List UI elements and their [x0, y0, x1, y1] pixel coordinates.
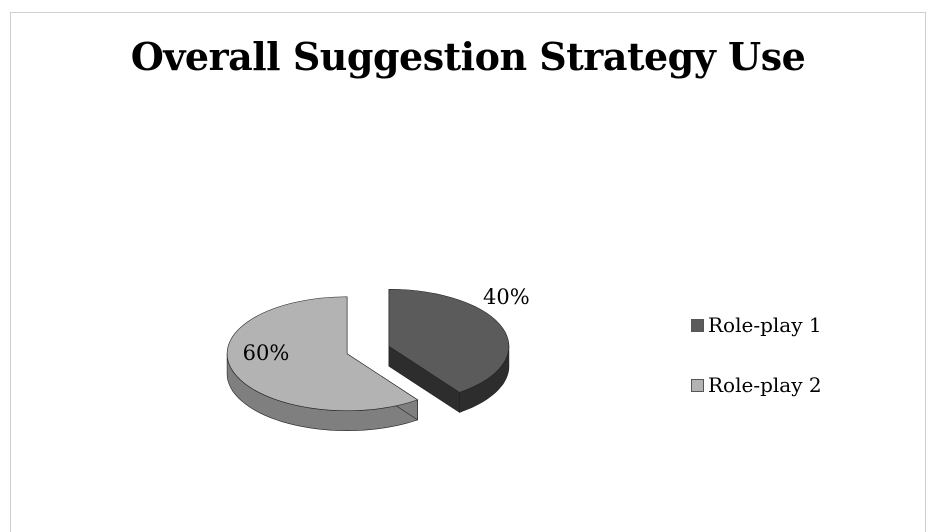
pie-slice-role-play-1: [388, 288, 510, 413]
chart-frame: [10, 12, 926, 532]
legend-label-role-play-2: Role-play 2: [708, 373, 822, 397]
chart-title: Overall Suggestion Strategy Use: [130, 34, 806, 79]
legend-item-role-play-2: Role-play 2: [691, 370, 822, 400]
pie-chart: 40% 60%: [226, 285, 530, 432]
data-label-role-play-1: 40%: [483, 285, 530, 309]
pie-slice-role-play-2: [226, 296, 419, 432]
legend-swatch-role-play-1: [691, 318, 704, 332]
data-label-role-play-2: 60%: [243, 341, 290, 365]
legend-item-role-play-1: Role-play 1: [691, 310, 822, 340]
chart-legend: Role-play 1 Role-play 2: [691, 310, 822, 430]
legend-swatch-role-play-2: [691, 378, 704, 392]
pie-top-role-play-1: [388, 288, 510, 393]
pie-top-role-play-2: [226, 296, 419, 412]
legend-label-role-play-1: Role-play 1: [708, 313, 822, 337]
